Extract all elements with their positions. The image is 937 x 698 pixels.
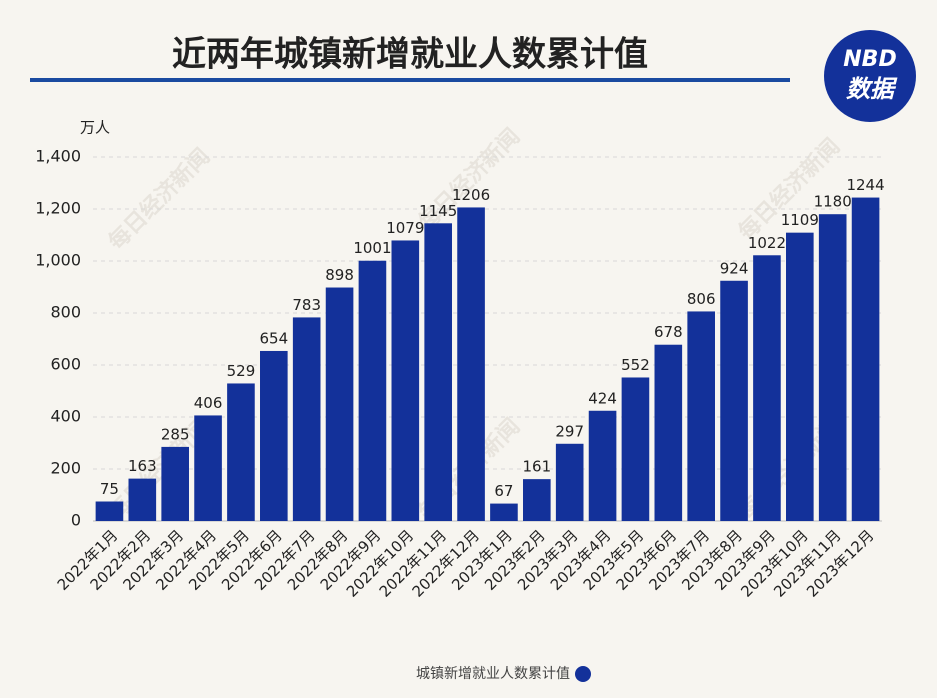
y-tick-label: 1,000 <box>35 251 81 270</box>
bar <box>687 311 715 521</box>
bar <box>490 503 518 521</box>
y-tick-label: 200 <box>50 459 81 478</box>
legend-label: 城镇新增就业人数累计值 <box>416 666 570 682</box>
data-label: 654 <box>259 329 288 347</box>
data-label: 552 <box>621 356 650 374</box>
data-label: 529 <box>227 362 256 380</box>
bar <box>391 240 420 521</box>
bar <box>424 223 452 522</box>
y-tick-label: 0 <box>71 511 81 530</box>
data-label: 1180 <box>814 193 852 211</box>
data-label: 75 <box>100 480 119 498</box>
data-label: 163 <box>128 457 157 475</box>
y-unit: 万人 <box>80 119 110 137</box>
data-label: 67 <box>494 482 513 500</box>
y-tick-label: 1,200 <box>35 199 81 218</box>
data-label: 898 <box>325 266 354 284</box>
y-tick-label: 800 <box>50 303 81 322</box>
data-label: 678 <box>654 323 683 341</box>
bar <box>95 501 124 521</box>
bar <box>325 287 354 521</box>
y-tick-label: 400 <box>50 407 81 426</box>
bar <box>621 377 650 521</box>
bar <box>851 197 880 521</box>
data-label: 406 <box>194 394 223 412</box>
data-label: 1001 <box>353 239 391 257</box>
bar <box>588 410 617 521</box>
bar <box>523 479 551 521</box>
data-label: 1109 <box>781 211 819 229</box>
bar <box>260 350 288 521</box>
bar <box>786 232 814 521</box>
bar <box>654 344 683 521</box>
data-label: 1244 <box>846 176 884 194</box>
y-tick-label: 600 <box>50 355 81 374</box>
data-label: 1022 <box>748 234 786 252</box>
bar <box>292 317 321 521</box>
data-label: 285 <box>161 425 190 443</box>
bar <box>720 280 748 521</box>
bar <box>194 415 222 521</box>
legend-swatch <box>575 666 591 682</box>
title-underline <box>30 78 790 82</box>
bar <box>227 383 255 521</box>
data-label: 924 <box>720 259 749 277</box>
chart-title: 近两年城镇新增就业人数累计值 <box>172 35 648 75</box>
logo <box>824 30 916 122</box>
bar <box>358 260 387 521</box>
logo-text: 数据 <box>846 75 898 103</box>
data-label: 1206 <box>452 186 490 204</box>
bar <box>161 446 189 521</box>
data-label: 424 <box>588 389 617 407</box>
data-label: 1079 <box>386 219 424 237</box>
data-label: 297 <box>555 422 584 440</box>
bar <box>753 255 781 521</box>
data-label: 806 <box>687 290 716 308</box>
bar <box>128 478 157 521</box>
logo-text: NBD <box>843 47 896 72</box>
data-label: 1145 <box>419 202 457 220</box>
bar <box>818 214 847 521</box>
bar <box>457 207 485 521</box>
data-label: 783 <box>292 296 321 314</box>
y-tick-label: 1,400 <box>35 147 81 166</box>
data-label: 161 <box>522 458 551 476</box>
bar <box>555 443 584 521</box>
